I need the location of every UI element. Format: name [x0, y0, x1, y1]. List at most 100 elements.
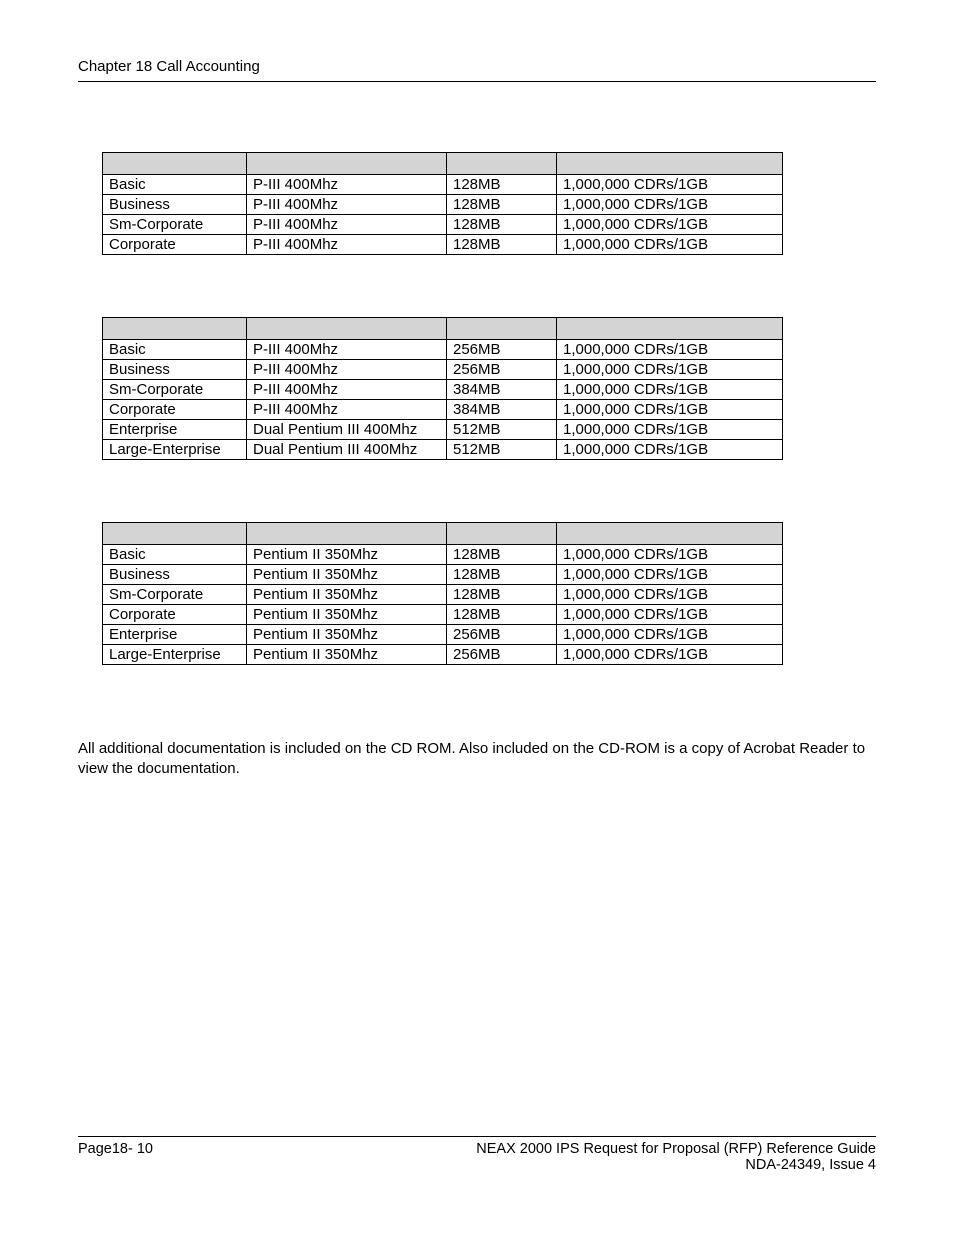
cell: Business — [103, 565, 247, 585]
cell: Pentium II 350Mhz — [247, 605, 447, 625]
cell: Basic — [103, 545, 247, 565]
spec-table-3: BasicPentium II 350Mhz128MB1,000,000 CDR… — [102, 522, 783, 665]
cell: Sm-Corporate — [103, 215, 247, 235]
spacer — [102, 255, 876, 317]
cell: 1,000,000 CDRs/1GB — [557, 625, 783, 645]
footer-rule — [78, 1136, 876, 1137]
cell: 1,000,000 CDRs/1GB — [557, 380, 783, 400]
document-page: Chapter 18 Call Accounting BasicP-III 40… — [0, 0, 954, 1235]
cell: P-III 400Mhz — [247, 380, 447, 400]
cell: P-III 400Mhz — [247, 235, 447, 255]
cell: Basic — [103, 175, 247, 195]
cell: 256MB — [447, 340, 557, 360]
cell: Pentium II 350Mhz — [247, 545, 447, 565]
cell: 1,000,000 CDRs/1GB — [557, 565, 783, 585]
cell: 1,000,000 CDRs/1GB — [557, 215, 783, 235]
cell: Large-Enterprise — [103, 645, 247, 665]
table-row: Sm-CorporateP-III 400Mhz384MB1,000,000 C… — [103, 380, 783, 400]
col-header — [557, 153, 783, 175]
cell: P-III 400Mhz — [247, 215, 447, 235]
cell: 1,000,000 CDRs/1GB — [557, 645, 783, 665]
cell: Pentium II 350Mhz — [247, 565, 447, 585]
cell: 1,000,000 CDRs/1GB — [557, 605, 783, 625]
page-footer: Page18- 10 NEAX 2000 IPS Request for Pro… — [78, 1136, 876, 1173]
table-row: CorporateP-III 400Mhz128MB1,000,000 CDRs… — [103, 235, 783, 255]
col-header — [247, 523, 447, 545]
cell: Pentium II 350Mhz — [247, 625, 447, 645]
cell: 384MB — [447, 400, 557, 420]
doc-title: NEAX 2000 IPS Request for Proposal (RFP)… — [476, 1141, 876, 1157]
cell: P-III 400Mhz — [247, 360, 447, 380]
body-paragraph: All additional documentation is included… — [78, 739, 876, 780]
cell: 1,000,000 CDRs/1GB — [557, 360, 783, 380]
table-row: BasicPentium II 350Mhz128MB1,000,000 CDR… — [103, 545, 783, 565]
table-row: BasicP-III 400Mhz128MB1,000,000 CDRs/1GB — [103, 175, 783, 195]
footer-row: Page18- 10 NEAX 2000 IPS Request for Pro… — [78, 1141, 876, 1173]
table-row: Large-EnterpriseDual Pentium III 400Mhz5… — [103, 440, 783, 460]
cell: Corporate — [103, 605, 247, 625]
cell: Corporate — [103, 235, 247, 255]
table-row: Sm-CorporatePentium II 350Mhz128MB1,000,… — [103, 585, 783, 605]
col-header — [247, 153, 447, 175]
cell: 1,000,000 CDRs/1GB — [557, 545, 783, 565]
cell: Business — [103, 360, 247, 380]
table-row: EnterprisePentium II 350Mhz256MB1,000,00… — [103, 625, 783, 645]
col-header — [247, 318, 447, 340]
cell: 128MB — [447, 235, 557, 255]
cell: 512MB — [447, 420, 557, 440]
cell: 1,000,000 CDRs/1GB — [557, 400, 783, 420]
col-header — [103, 318, 247, 340]
table-row: BusinessP-III 400Mhz256MB1,000,000 CDRs/… — [103, 360, 783, 380]
cell: 256MB — [447, 360, 557, 380]
spec-table-2: BasicP-III 400Mhz256MB1,000,000 CDRs/1GB… — [102, 317, 783, 460]
cell: Large-Enterprise — [103, 440, 247, 460]
cell: 512MB — [447, 440, 557, 460]
spec-table-1: BasicP-III 400Mhz128MB1,000,000 CDRs/1GB… — [102, 152, 783, 255]
cell: P-III 400Mhz — [247, 400, 447, 420]
table-row: EnterpriseDual Pentium III 400Mhz512MB1,… — [103, 420, 783, 440]
cell: Pentium II 350Mhz — [247, 645, 447, 665]
cell: Corporate — [103, 400, 247, 420]
footer-right: NEAX 2000 IPS Request for Proposal (RFP)… — [476, 1141, 876, 1173]
cell: 1,000,000 CDRs/1GB — [557, 585, 783, 605]
cell: Sm-Corporate — [103, 380, 247, 400]
table-header-row — [103, 318, 783, 340]
col-header — [557, 523, 783, 545]
col-header — [103, 523, 247, 545]
cell: 256MB — [447, 645, 557, 665]
table-row: BasicP-III 400Mhz256MB1,000,000 CDRs/1GB — [103, 340, 783, 360]
cell: 1,000,000 CDRs/1GB — [557, 235, 783, 255]
spacer — [102, 460, 876, 522]
chapter-title: Chapter 18 Call Accounting — [78, 58, 876, 75]
cell: Enterprise — [103, 420, 247, 440]
cell: 128MB — [447, 545, 557, 565]
cell: 384MB — [447, 380, 557, 400]
cell: Sm-Corporate — [103, 585, 247, 605]
col-header — [103, 153, 247, 175]
page-number: Page18- 10 — [78, 1141, 153, 1173]
cell: 1,000,000 CDRs/1GB — [557, 175, 783, 195]
table-row: BusinessPentium II 350Mhz128MB1,000,000 … — [103, 565, 783, 585]
table-row: Sm-CorporateP-III 400Mhz128MB1,000,000 C… — [103, 215, 783, 235]
cell: Business — [103, 195, 247, 215]
col-header — [447, 318, 557, 340]
cell: 128MB — [447, 565, 557, 585]
cell: 1,000,000 CDRs/1GB — [557, 440, 783, 460]
table-header-row — [103, 153, 783, 175]
col-header — [447, 153, 557, 175]
cell: Dual Pentium III 400Mhz — [247, 420, 447, 440]
cell: P-III 400Mhz — [247, 175, 447, 195]
cell: 1,000,000 CDRs/1GB — [557, 340, 783, 360]
col-header — [557, 318, 783, 340]
doc-issue: NDA-24349, Issue 4 — [476, 1157, 876, 1173]
cell: 128MB — [447, 175, 557, 195]
cell: 128MB — [447, 585, 557, 605]
table-row: CorporatePentium II 350Mhz128MB1,000,000… — [103, 605, 783, 625]
col-header — [447, 523, 557, 545]
cell: 128MB — [447, 195, 557, 215]
table-row: CorporateP-III 400Mhz384MB1,000,000 CDRs… — [103, 400, 783, 420]
table-row: BusinessP-III 400Mhz128MB1,000,000 CDRs/… — [103, 195, 783, 215]
cell: Enterprise — [103, 625, 247, 645]
table-row: Large-EnterprisePentium II 350Mhz256MB1,… — [103, 645, 783, 665]
table-header-row — [103, 523, 783, 545]
